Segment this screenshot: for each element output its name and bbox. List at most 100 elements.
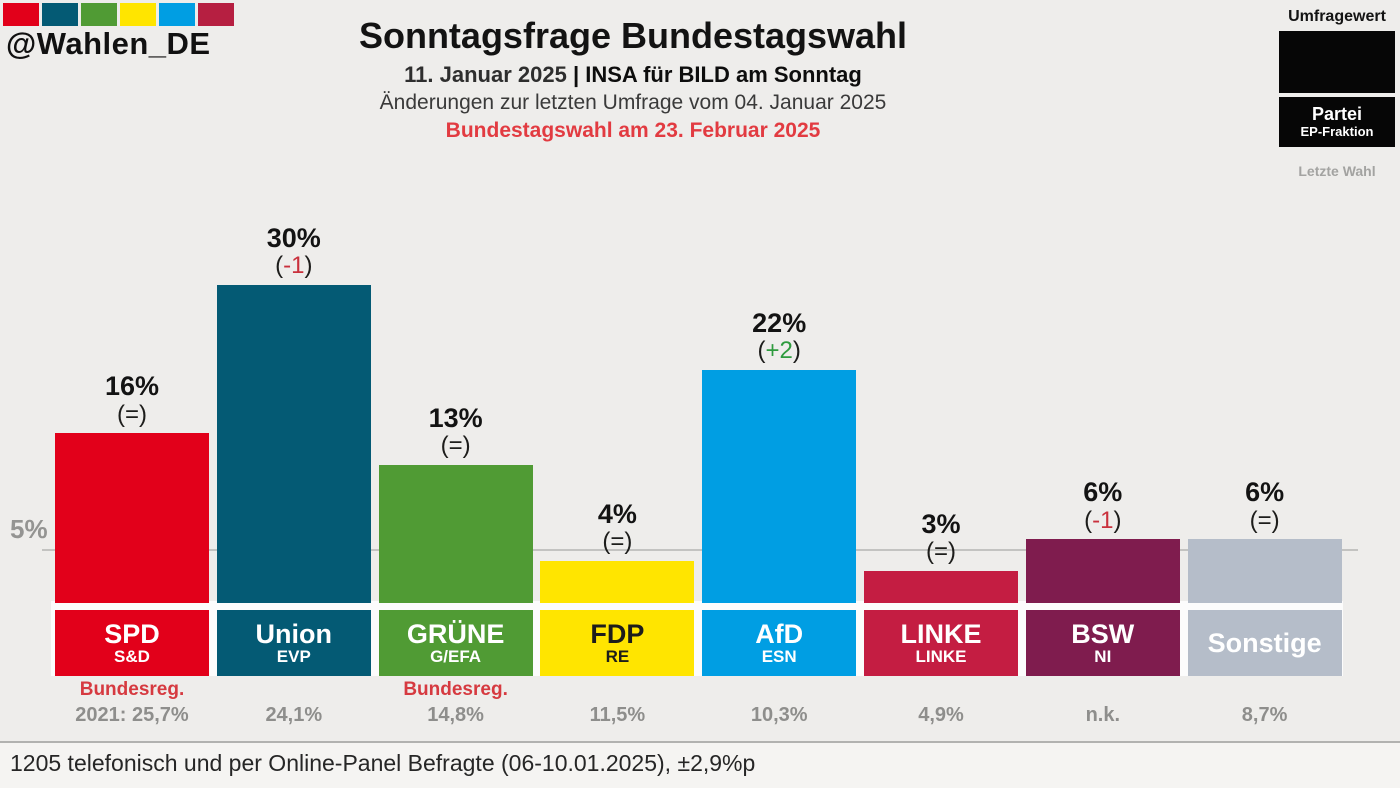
survey-date: 11. Januar 2025 [404,61,567,87]
party-name: Sonstige [1207,627,1322,658]
poll-bar [1025,539,1180,603]
logo-swatch-yellow [120,3,156,26]
subtitle-date-pollster: 11. Januar 2025 | INSA für BILD am Sonnt… [0,62,1266,88]
party-last-election: 2021: 25,7% [75,704,189,726]
party-name: FDP [590,618,645,649]
party-label-block: AfD ESN [702,610,857,676]
party-last-election: 24,1% [265,704,323,726]
poll-bar [378,465,533,603]
poll-value: 30% [266,222,321,253]
poll-bar [702,369,857,603]
legend-last-election-label: Letzte Wahl [1298,163,1376,179]
bar-group-linke: 3% (=) LINKE LINKE 4,9% [864,0,1018,788]
party-label-block: BSW NI [1025,610,1180,676]
party-name: SPD [104,618,160,649]
party-last-election: 4,9% [918,704,964,726]
account-handle: @Wahlen_DE [6,26,211,61]
poll-change: (=) [925,538,956,566]
bar-group-gruene: 13% (=) GRÜNE G/EFA Bundesreg. 14,8% [378,0,533,788]
chart-title: Sonntagsfrage Bundestagswahl [358,15,908,56]
party-label-block: SPD S&D [55,610,209,676]
party-note: Bundesreg. [403,679,508,700]
bar-group-sonstige: 6% (=) Sonstige 8,7% [1187,0,1342,788]
party-last-election: 14,8% [427,704,484,726]
poll-bar [864,571,1018,603]
poll-change: (-1) [1084,506,1122,534]
logo-swatch-crimson [198,3,234,26]
legend-party-label: Partei [1311,103,1363,124]
bar-group-fdp: 4% (=) FDP RE 11,5% [540,0,695,788]
legend: Umfragewert Partei EP-Fraktion Letzte Wa… [1279,8,1395,179]
party-name: AfD [755,618,804,649]
poll-bar [1187,539,1342,603]
logo-swatch-green [81,3,117,26]
party-name: Union [255,618,333,649]
bar-value-label: 6% (=) [1163,477,1367,534]
poll-value: 22% [752,307,807,338]
threshold-line [42,549,1358,551]
poll-bar [540,560,695,603]
poll-change: (=) [1249,506,1280,534]
bar-value-label: 13% (=) [354,403,558,460]
pollster-label: | INSA für BILD am Sonntag [572,61,862,87]
party-ep-group: G/EFA [430,647,482,667]
bar-group-afd: 22% (+2) AfD ESN 10,3% [702,0,857,788]
party-last-election: 11,5% [589,704,646,726]
logo-swatch-red [3,3,39,26]
party-name: GRÜNE [406,618,505,649]
bar-value-label: 4% (=) [515,499,719,556]
poll-change: (=) [116,400,147,428]
poll-bar [55,433,209,603]
legend-poll-value-label: Umfragewert [1288,8,1386,25]
footer-divider [0,741,1400,743]
poll-change: (-1) [275,252,313,280]
change-note: Änderungen zur letzten Umfrage vom 04. J… [379,90,887,114]
poll-value: 6% [1245,477,1285,508]
party-name: LINKE [900,618,982,649]
poll-change: (=) [602,527,633,555]
poll-bar [216,285,371,603]
bar-group-union: 30% (-1) Union EVP 24,1% [216,0,371,788]
bar-value-label: 30% (-1) [192,223,396,280]
threshold-label: 5% [10,514,48,544]
party-label-block: Sonstige [1187,610,1342,676]
bar-value-label: 16% (=) [30,371,234,428]
party-last-election: 10,3% [750,704,808,726]
bar-value-label: 22% (+2) [677,308,881,365]
bar-value-label: 6% (-1) [1001,477,1205,534]
party-last-election: 8,7% [1241,704,1288,726]
party-ep-group: S&D [114,647,150,667]
footer-background [0,743,1400,788]
methodology-text: 1205 telefonisch und per Online-Panel Be… [10,750,756,776]
legend-ep-group-label: EP-Fraktion [1300,123,1374,139]
poll-value: 3% [921,509,961,540]
logo-swatch-lightblue [159,3,195,26]
poll-value: 13% [428,403,483,434]
poll-change: (=) [440,432,471,460]
party-label-block: FDP RE [540,610,695,676]
poll-value: 6% [1083,477,1123,508]
party-ep-group: EVP [276,647,311,667]
bar-group-bsw: 6% (-1) BSW NI n.k. [1025,0,1180,788]
poll-value: 4% [597,498,637,529]
header-block: Sonntagsfrage Bundestagswahl 11. Januar … [0,16,1266,143]
party-ep-group: NI [1094,647,1112,667]
logo-swatch-teal [42,3,78,26]
bar-group-spd: 16% (=) SPD S&D Bundesreg. 2021: 25,7% [55,0,209,788]
party-ep-group: LINKE [915,647,967,667]
bar-value-label: 3% (=) [839,509,1043,566]
legend-party-box: Partei EP-Fraktion [1279,97,1395,147]
poll-change: (+2) [757,336,801,364]
party-note: Bundesreg. [79,679,185,700]
election-date-note: Bundestagswahl am 23. Februar 2025 [445,118,821,142]
party-ep-group: RE [605,647,630,667]
party-label-block: GRÜNE G/EFA [378,610,533,676]
legend-bar-swatch [1279,31,1395,93]
party-label-block: Union EVP [216,610,371,676]
party-name: BSW [1071,618,1135,649]
logo-color-strip [3,3,234,26]
party-last-election: n.k. [1085,704,1121,726]
poll-value: 16% [104,371,160,402]
party-ep-group: ESN [761,647,797,667]
